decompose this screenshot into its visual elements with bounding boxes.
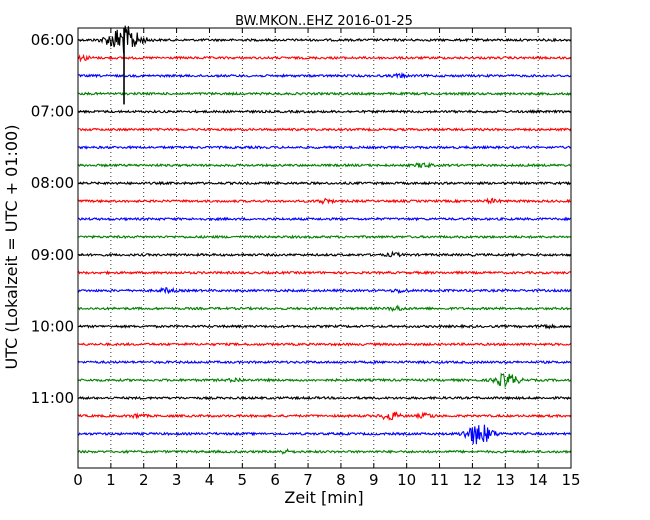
trace-row (77, 411, 572, 421)
x-tick-label: 12 (463, 471, 482, 489)
x-axis-ticks: 0 1 2 3 4 5 6 7 8 9 10 11 12 13 14 15 (73, 28, 581, 489)
trace-row (77, 109, 571, 115)
x-tick-label: 14 (529, 471, 548, 489)
x-tick-label: 4 (205, 471, 215, 489)
trace-row (77, 234, 572, 240)
trace-row (77, 91, 572, 97)
y-tick-label: 08:00 (31, 174, 74, 192)
x-tick-label: 2 (139, 471, 149, 489)
trace-row (77, 270, 572, 276)
trace-row (77, 395, 572, 401)
x-tick-label: 10 (397, 471, 416, 489)
trace-row (77, 341, 572, 347)
trace-row (77, 323, 571, 330)
trace-row (77, 127, 572, 132)
trace-rows (77, 25, 572, 455)
y-tick-label: 11:00 (31, 389, 74, 407)
chart-title: BW.MKON..EHZ 2016-01-25 (235, 14, 413, 29)
trace-row (77, 197, 571, 205)
x-tick-label: 5 (238, 471, 248, 489)
trace-row (77, 424, 572, 445)
plot-frame (77, 27, 572, 469)
trace-row (77, 216, 572, 222)
grid-lines (110, 28, 539, 468)
y-tick-label: 06:00 (31, 31, 74, 49)
trace-row (77, 372, 572, 389)
trace-row (77, 25, 571, 54)
x-tick-label: 0 (73, 471, 83, 489)
x-tick-label: 11 (430, 471, 449, 489)
y-axis-ticks: 06:00 07:00 08:00 09:00 10:00 11:00 (31, 31, 571, 407)
x-tick-label: 3 (172, 471, 182, 489)
trace-row (77, 180, 571, 186)
y-tick-label: 07:00 (31, 103, 74, 121)
y-tick-label: 10:00 (31, 317, 74, 335)
trace-row (77, 53, 572, 63)
x-tick-label: 7 (303, 471, 313, 489)
x-tick-label: 6 (270, 471, 280, 489)
x-tick-label: 1 (106, 471, 116, 489)
y-tick-label: 09:00 (31, 246, 74, 264)
trace-row (77, 71, 572, 80)
x-tick-label: 8 (336, 471, 346, 489)
trace-row (77, 161, 572, 169)
x-tick-label: 13 (496, 471, 515, 489)
x-axis-label: Zeit [min] (284, 488, 363, 507)
trace-row (77, 286, 572, 295)
trace-row (77, 359, 572, 365)
trace-row (77, 250, 572, 258)
x-tick-label: 9 (369, 471, 379, 489)
trace-row (77, 145, 572, 150)
x-tick-label: 15 (561, 471, 580, 489)
trace-row (77, 304, 571, 312)
y-axis-label: UTC (Lokalzeit = UTC + 01:00) (2, 125, 21, 370)
trace-row (77, 447, 572, 455)
